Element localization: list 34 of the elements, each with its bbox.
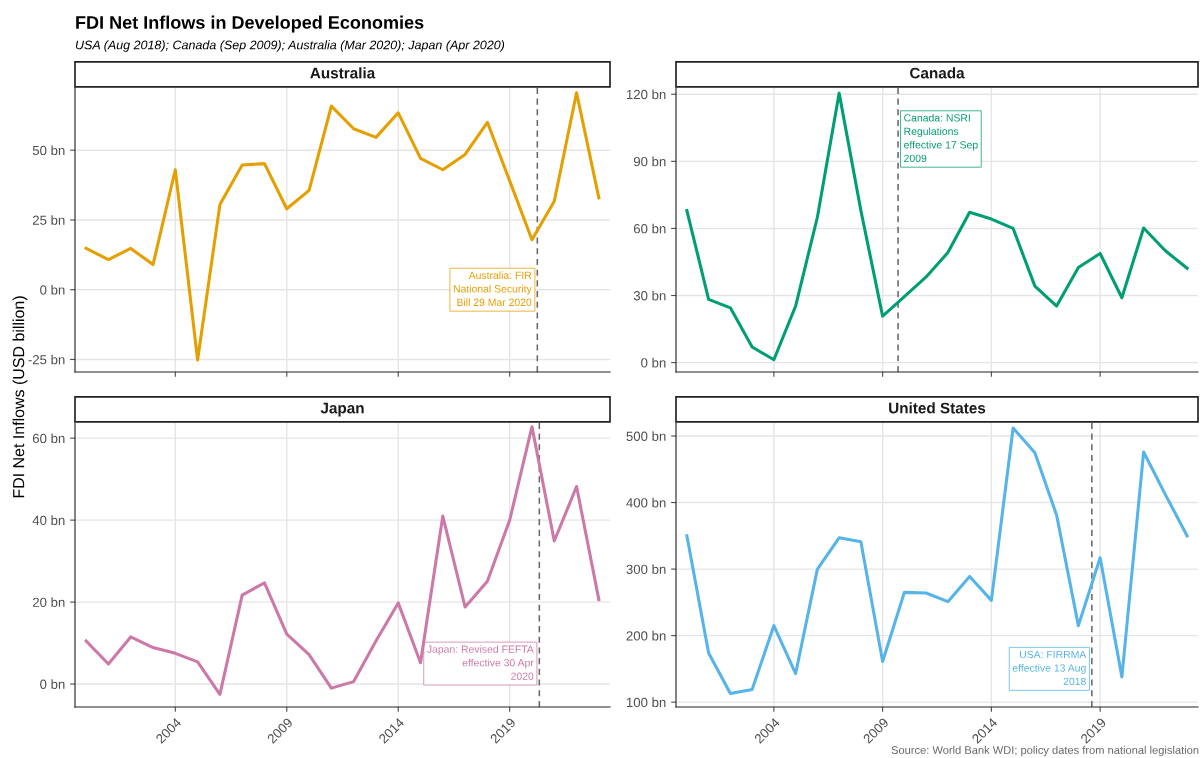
y-tick-label: 60 bn <box>32 433 65 444</box>
y-tick-label: 400 bn <box>626 497 666 508</box>
chart-title: Japan <box>320 402 364 417</box>
line-series <box>685 91 1189 362</box>
line-series <box>685 426 1189 696</box>
y-tick-label: 50 bn <box>32 145 65 156</box>
annotation: Japan: Revised FEFTA effective 30 Apr 2020 <box>427 645 534 680</box>
chart-title: Canada <box>910 67 965 79</box>
y-tick-label: 500 bn <box>626 431 666 441</box>
source-note: Source: World Bank WDI; policy dates from national legislation <box>891 745 1199 757</box>
chart-title: United States <box>889 402 986 414</box>
y-tick-label: 90 bn <box>633 156 666 167</box>
y-axis-title: FDI Net Inflows (USD billion) <box>12 296 28 498</box>
y-tick-label: 100 bn <box>626 697 666 708</box>
annotation: Australia: FIR National Security Bill 29 Mar 2020 <box>453 271 532 306</box>
y-tick-label: -25 bn <box>28 354 65 365</box>
line-series <box>84 425 601 696</box>
y-tick-label: 0 bn <box>40 284 65 295</box>
y-tick-label: 40 bn <box>32 515 65 526</box>
text: USA (Aug 2018); Canada (Sep 2009); Australia (Mar 2020); Japan (Apr 2020) <box>75 40 505 52</box>
line-series <box>84 91 601 362</box>
y-tick-label: 0 bn <box>40 679 65 689</box>
text: FDI Net Inflows in Developed Economies <box>76 15 424 33</box>
y-tick-label: 20 bn <box>32 597 65 607</box>
chart-title: Australia <box>310 67 376 79</box>
y-tick-label: 300 bn <box>626 564 666 574</box>
y-tick-label: 60 bn <box>633 223 666 234</box>
y-tick-label: 0 bn <box>641 357 666 368</box>
y-tick-label: 200 bn <box>626 630 666 641</box>
annotation: USA: FIRRMA effective 13 Aug 2018 <box>1012 650 1087 686</box>
annotation: Canada: NSRI Regulations effective 17 Sep 2009 <box>904 113 978 163</box>
y-tick-label: 25 bn <box>32 215 65 225</box>
y-tick-label: 120 bn <box>626 89 666 100</box>
y-tick-label: 30 bn <box>633 290 666 301</box>
